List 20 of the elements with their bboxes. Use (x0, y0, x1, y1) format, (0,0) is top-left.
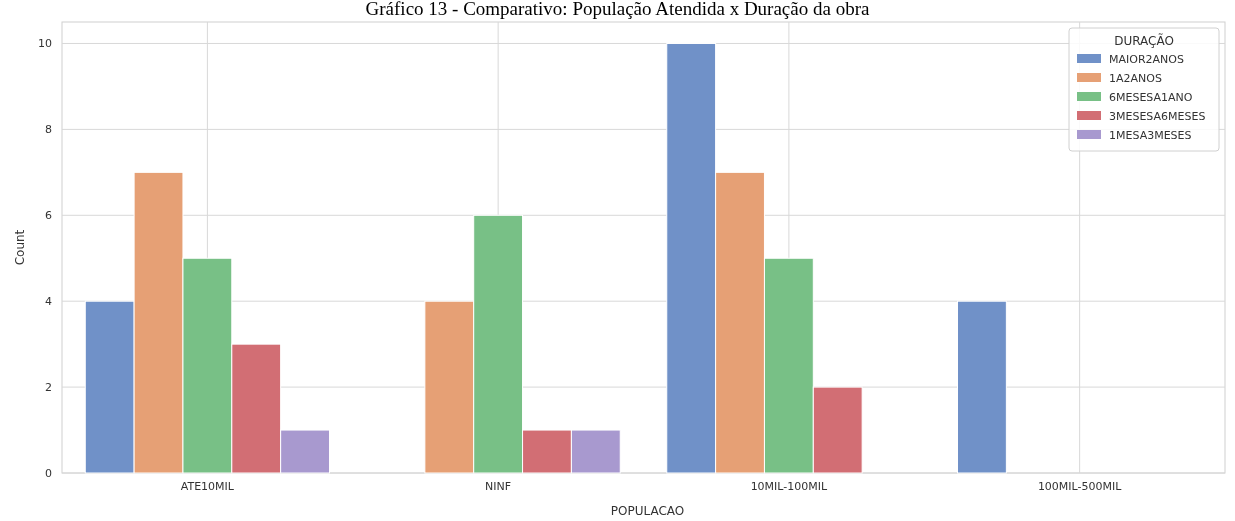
bar (957, 300, 1007, 474)
chart-title: Gráfico 13 - Comparativo: População Atendida x Duração da obra (365, 0, 870, 19)
legend-label: 1A2ANOS (1109, 72, 1162, 85)
x-axis-title: POPULACAO (610, 504, 685, 518)
legend-label: 6MESESA1ANO (1109, 91, 1193, 104)
y-tick-label: 10 (38, 37, 52, 51)
y-tick-label: 6 (45, 209, 52, 223)
x-tick-label: NINF (485, 480, 512, 493)
legend-label: 3MESESA6MESES (1109, 110, 1206, 123)
x-tick-label: ATE10MIL (180, 480, 235, 493)
y-tick-label: 2 (45, 380, 52, 394)
legend-label: MAIOR2ANOS (1109, 53, 1184, 66)
y-tick-label: 4 (45, 295, 52, 309)
x-tick-label: 10MIL-100MIL (750, 480, 828, 493)
y-tick-label: 0 (45, 466, 52, 480)
legend-title: DURAÇÃO (1114, 33, 1174, 48)
x-tick-label: 100MIL-500MIL (1037, 480, 1123, 493)
y-tick-label: 8 (45, 123, 52, 137)
y-axis-title: Count (13, 229, 27, 266)
legend-label: 1MESA3MESES (1109, 129, 1192, 142)
